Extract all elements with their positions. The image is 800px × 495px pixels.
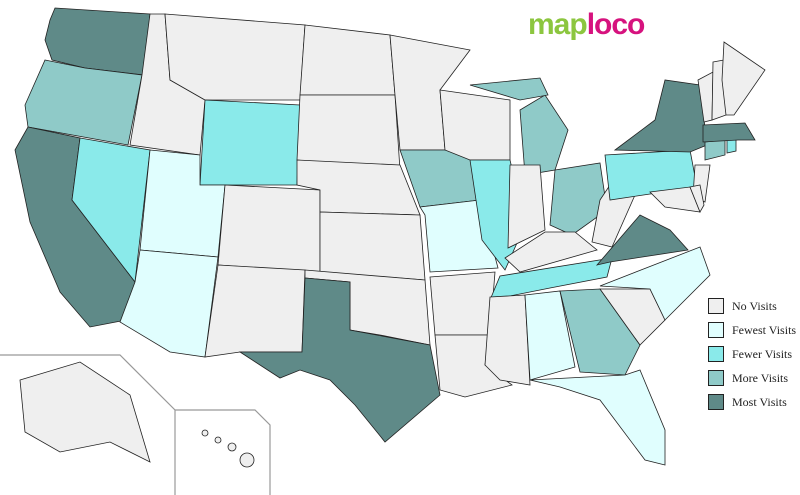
legend-label: Fewer Visits [732,346,793,361]
legend: No Visits Fewest Visits Fewer Visits Mor… [708,296,796,416]
alaska-inset-border [0,354,176,495]
legend-item-more: More Visits [708,368,796,388]
state-ks [319,211,426,281]
state-va [595,214,689,266]
state-ny [613,79,708,153]
state-mt [164,13,306,101]
legend-label: Fewest Visits [732,322,797,337]
state-al [524,290,576,381]
state-tn [489,257,613,301]
state-mi [519,94,569,176]
state-co [217,184,321,273]
state-nm [204,264,306,358]
state-hi-island [239,452,255,468]
state-de [689,184,705,213]
state-in [507,164,546,249]
legend-swatch [708,298,724,314]
state-tx [238,277,441,443]
state-fl [529,369,666,466]
state-wy [199,99,301,186]
legend-item-fewest: Fewest Visits [708,320,796,340]
state-nd [299,24,396,96]
legend-swatch [708,346,724,362]
legend-item-most: Most Visits [708,392,796,412]
state-ga [559,288,641,376]
state-ma [702,122,756,143]
state-mi-upper [469,77,549,101]
state-sd [296,94,401,171]
legend-label: No Visits [732,298,777,313]
state-wi [439,89,511,161]
state-ak [19,361,151,463]
state-or [24,59,143,146]
state-ky [504,231,598,273]
state-ct [704,139,726,161]
maploco-logo: maploco [528,8,646,42]
state-oh [549,162,608,236]
hawaii-inset-border [175,409,271,495]
state-me [721,41,766,116]
state-ms [484,294,531,386]
legend-label: More Visits [732,370,789,385]
state-hi-island [214,436,222,444]
state-ri [726,139,737,154]
state-hi-island [201,429,209,437]
legend-item-fewer: Fewer Visits [708,344,796,364]
legend-label: Most Visits [732,394,787,409]
state-az [119,249,219,358]
state-hi-island [227,442,237,452]
logo-map-text: map [528,8,588,41]
legend-swatch [708,370,724,386]
legend-swatch [708,322,724,338]
state-nc [599,246,711,321]
logo-loco-text: loco [586,8,646,41]
state-ar [429,271,496,336]
legend-item-none: No Visits [708,296,796,316]
legend-swatch [708,394,724,410]
